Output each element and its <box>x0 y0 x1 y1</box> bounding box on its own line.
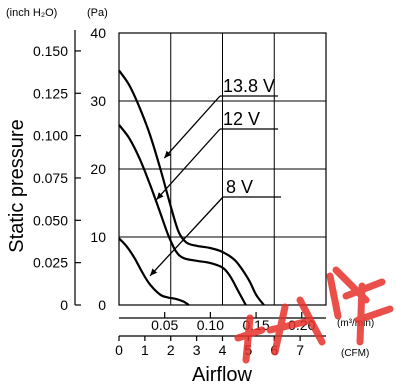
leader-arrowhead <box>156 192 164 200</box>
series-line-1 <box>118 124 247 306</box>
plot-frame <box>118 32 327 306</box>
x-secondary-tick-label: 0.05 <box>151 317 178 333</box>
y-secondary-tick-label: 0.025 <box>33 255 68 271</box>
leader-line <box>156 128 221 201</box>
y-secondary-unit: (inch H₂O) <box>6 7 57 19</box>
y-secondary-tick-label: 0.125 <box>33 85 68 101</box>
leader-arrowhead <box>164 150 172 159</box>
y-secondary-tick-label: 0.150 <box>33 43 68 59</box>
y-tick-label: 30 <box>90 93 106 109</box>
series-lines <box>118 69 265 306</box>
x-axis-title: Airflow <box>192 364 253 386</box>
y-primary-unit: (Pa) <box>87 7 108 19</box>
y-secondary-tick-label: 0.100 <box>33 128 68 144</box>
x-secondary-unit: (m³/min) <box>337 318 374 329</box>
series-label-2: 8 V <box>226 177 253 197</box>
series-label-0: 13.8 V <box>223 76 275 96</box>
y-tick-labels: 0 10 20 30 40 <box>90 25 106 313</box>
x-primary-unit: (CFM) <box>341 348 369 359</box>
leader-line <box>149 196 224 277</box>
y-secondary-tick-label: 0.075 <box>33 170 68 186</box>
series-labels: 13.8 V 12 V 8 V <box>149 76 281 277</box>
y-secondary-tick-label: 0.050 <box>33 212 68 228</box>
x-tick-label: 3 <box>193 342 201 358</box>
series-label-1: 12 V <box>223 109 260 129</box>
leader-arrowhead <box>150 268 158 276</box>
x-tick-label: 1 <box>141 342 149 358</box>
grid <box>119 32 326 306</box>
series-line-0 <box>118 69 265 306</box>
y-secondary-tick-labels: 0 0.025 0.050 0.075 0.100 0.125 0.150 <box>33 43 81 313</box>
x-secondary-tick-marks <box>119 312 326 319</box>
x-tick-label: 7 <box>296 342 304 358</box>
leader-line <box>163 95 221 159</box>
watermark <box>234 266 394 364</box>
y-tick-label: 20 <box>90 161 106 177</box>
series-line-2 <box>118 237 190 306</box>
y-tick-label: 0 <box>98 297 106 313</box>
y-tick-label: 40 <box>90 25 106 41</box>
y-secondary-tick-label: 0 <box>60 297 68 313</box>
y-tick-label: 10 <box>90 229 106 245</box>
x-tick-label: 0 <box>115 342 123 358</box>
x-tick-label: 2 <box>167 342 175 358</box>
x-secondary-tick-label: 0.10 <box>197 317 224 333</box>
y-axis-title: Static pressure <box>6 119 28 252</box>
x-tick-label: 4 <box>219 342 227 358</box>
